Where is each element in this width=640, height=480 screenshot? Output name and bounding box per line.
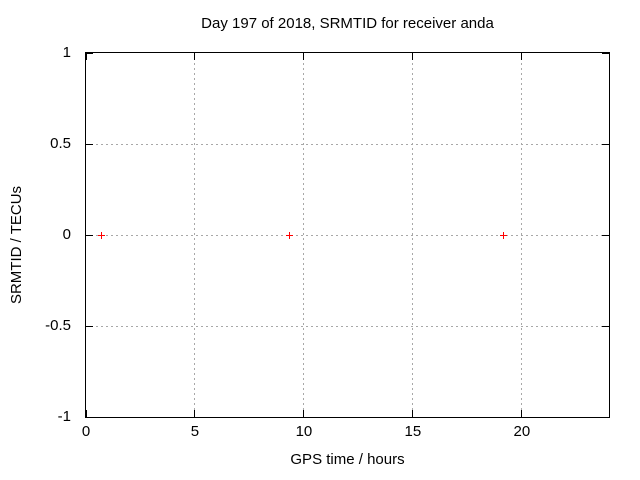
gridline-vertical <box>521 53 523 417</box>
x-tick-mark-top <box>303 53 305 60</box>
y-tick-label: 1 <box>62 44 71 61</box>
x-tick-mark-top <box>85 53 87 60</box>
gridline-horizontal <box>86 325 609 327</box>
data-point-marker <box>499 231 507 239</box>
y-tick-mark-left <box>86 416 93 418</box>
y-tick-mark-left <box>86 234 93 236</box>
x-tick-label: 20 <box>513 423 531 440</box>
y-tick-mark-right <box>602 416 609 418</box>
x-tick-label: 15 <box>404 423 422 440</box>
gridline-horizontal <box>86 143 609 145</box>
x-tick-mark-bottom <box>521 410 523 417</box>
x-tick-mark-bottom <box>194 410 196 417</box>
x-tick-label: 0 <box>81 423 91 440</box>
x-tick-label: 5 <box>190 423 200 440</box>
chart-title: Day 197 of 2018, SRMTID for receiver and… <box>201 15 494 32</box>
y-tick-label: -1 <box>57 408 71 425</box>
x-tick-label: 10 <box>295 423 313 440</box>
y-tick-label: -0.5 <box>45 317 71 334</box>
y-tick-mark-right <box>602 143 609 145</box>
x-tick-mark-top <box>521 53 523 60</box>
x-tick-mark-top <box>412 53 414 60</box>
y-tick-mark-left <box>86 52 93 54</box>
y-tick-label: 0 <box>62 226 71 243</box>
data-point-marker <box>286 231 294 239</box>
y-tick-mark-right <box>602 234 609 236</box>
y-tick-mark-right <box>602 52 609 54</box>
x-tick-mark-bottom <box>412 410 414 417</box>
y-tick-mark-left <box>86 325 93 327</box>
gridline-vertical <box>303 53 305 417</box>
x-tick-mark-top <box>194 53 196 60</box>
gridline-vertical <box>412 53 414 417</box>
y-tick-label: 0.5 <box>50 135 71 152</box>
x-tick-mark-bottom <box>303 410 305 417</box>
gridline-horizontal <box>86 234 609 236</box>
data-point-marker <box>98 231 106 239</box>
gridline-vertical <box>194 53 196 417</box>
plot-area <box>85 52 610 418</box>
y-tick-mark-left <box>86 143 93 145</box>
y-tick-mark-right <box>602 325 609 327</box>
x-axis-label: GPS time / hours <box>290 451 405 468</box>
x-tick-mark-bottom <box>85 410 87 417</box>
